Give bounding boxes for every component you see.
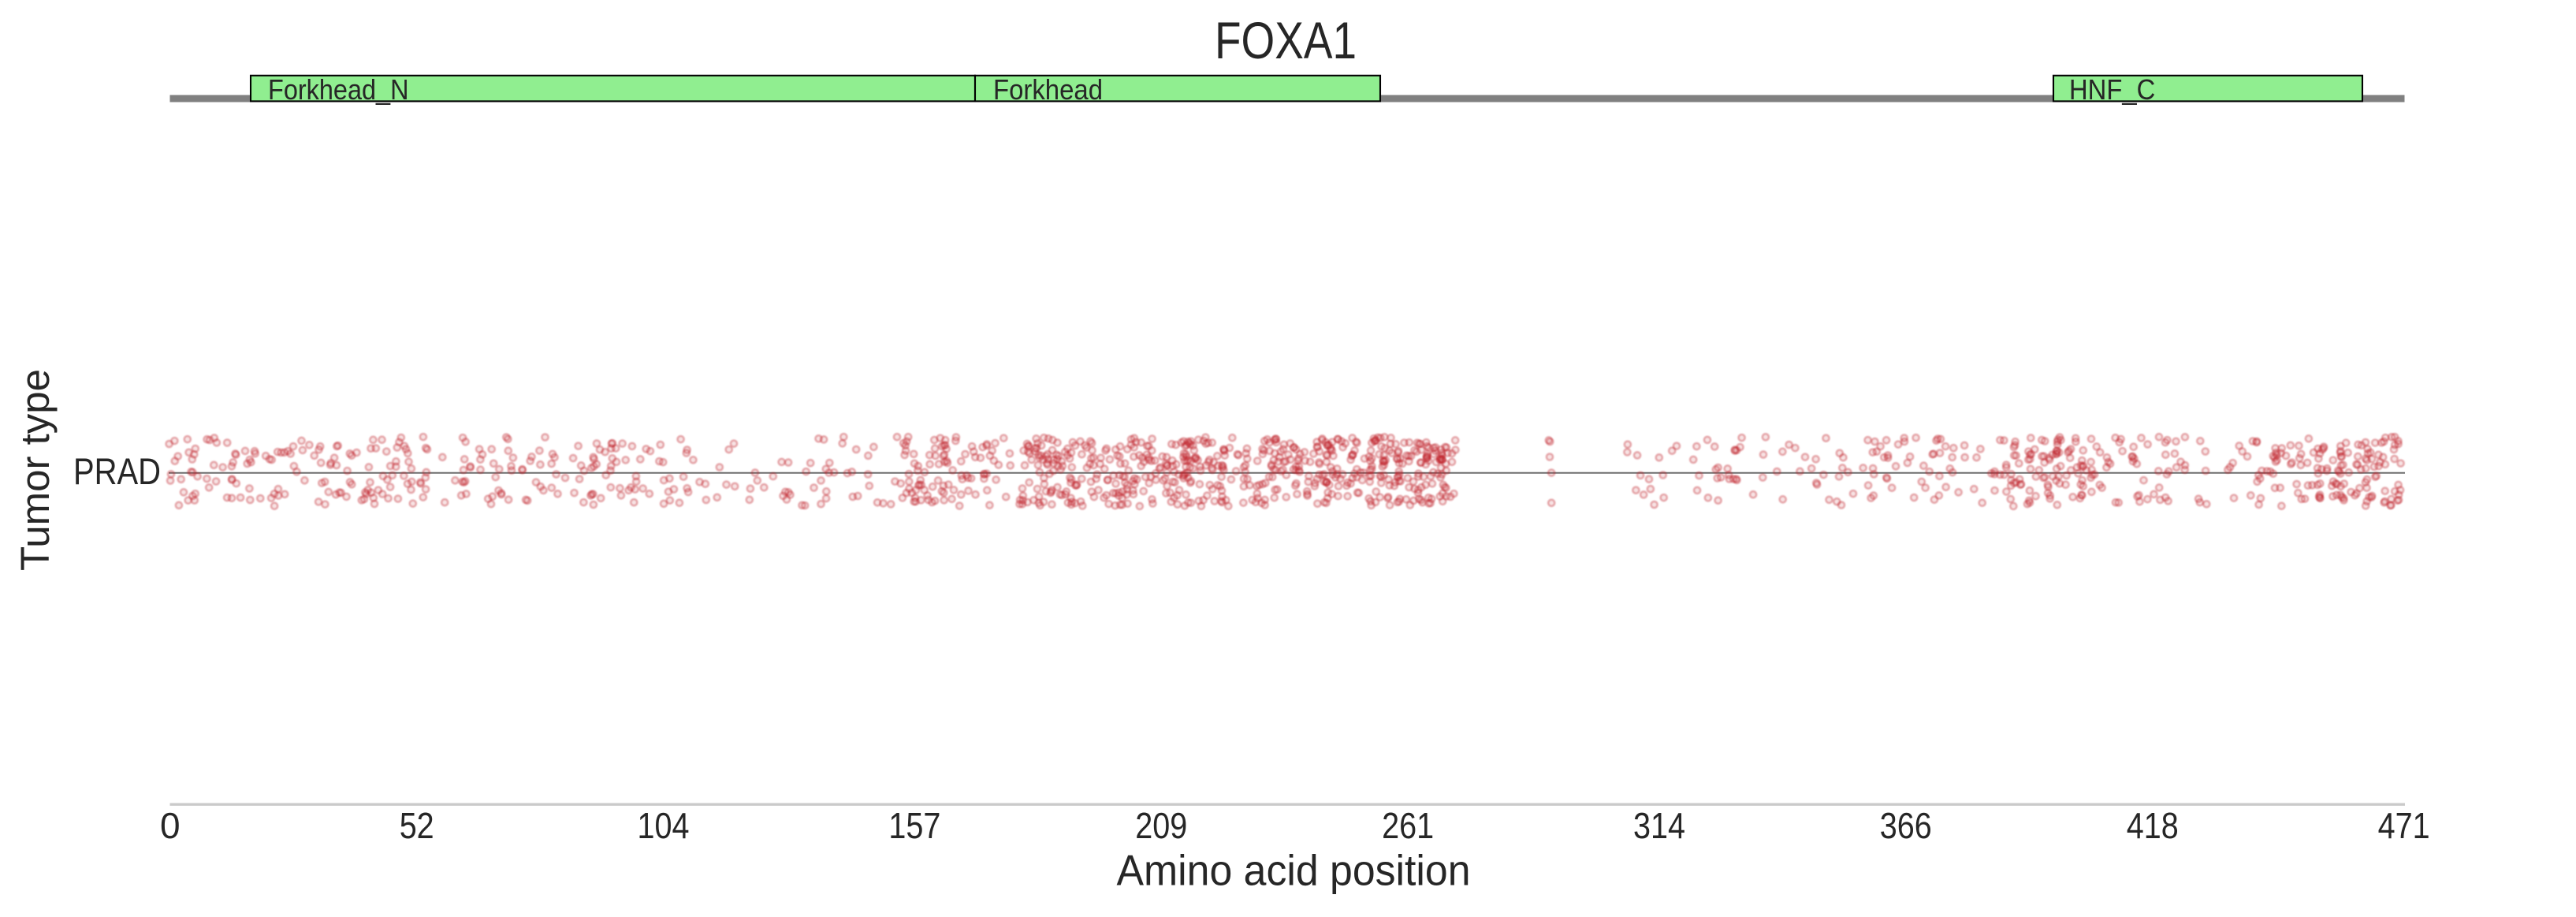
svg-text:Amino acid position: Amino acid position — [1117, 846, 1471, 895]
svg-text:0: 0 — [160, 805, 181, 846]
svg-text:209: 209 — [1135, 805, 1187, 846]
svg-text:Tumor type: Tumor type — [13, 369, 58, 571]
svg-text:418: 418 — [2127, 805, 2179, 846]
svg-text:Forkhead_N: Forkhead_N — [268, 73, 409, 106]
svg-text:157: 157 — [888, 805, 940, 846]
svg-text:104: 104 — [638, 805, 690, 846]
svg-text:52: 52 — [400, 805, 434, 846]
svg-text:Forkhead: Forkhead — [993, 73, 1103, 106]
svg-text:HNF_C: HNF_C — [2069, 73, 2155, 106]
svg-text:471: 471 — [2378, 805, 2430, 846]
svg-text:FOXA1: FOXA1 — [1215, 11, 1357, 69]
svg-text:261: 261 — [1382, 805, 1434, 846]
svg-text:366: 366 — [1880, 805, 1932, 846]
svg-text:PRAD: PRAD — [73, 450, 161, 492]
svg-text:314: 314 — [1633, 805, 1685, 846]
